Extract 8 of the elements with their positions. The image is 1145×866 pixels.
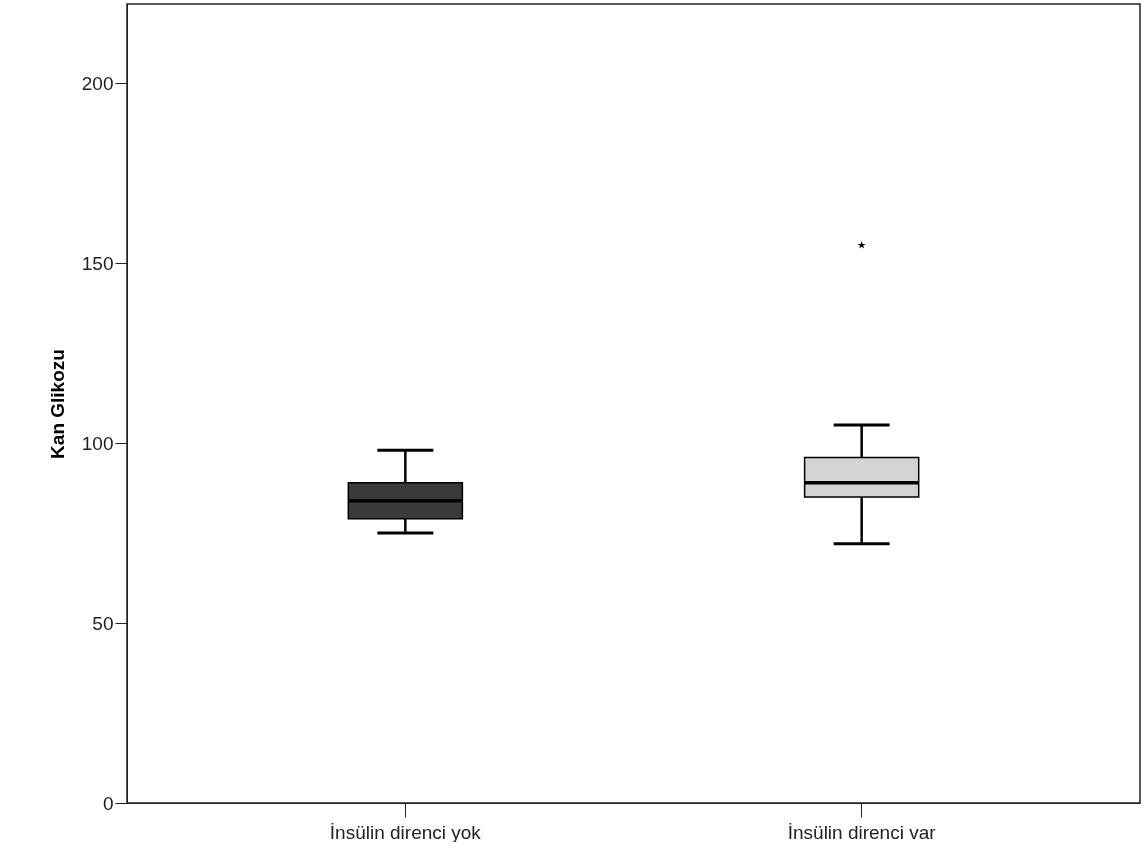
y-tick-label: 200 xyxy=(81,72,114,94)
x-tick-label: İnsülin direnci yok xyxy=(329,821,482,843)
y-axis-title: Kan Glikozu xyxy=(46,349,68,459)
y-tick-label: 150 xyxy=(81,252,114,274)
y-tick-label: 0 xyxy=(102,792,114,814)
y-tick-label: 50 xyxy=(92,612,114,634)
x-tick-label: İnsülin direnci var xyxy=(787,821,937,843)
y-tick-label: 100 xyxy=(81,432,114,454)
